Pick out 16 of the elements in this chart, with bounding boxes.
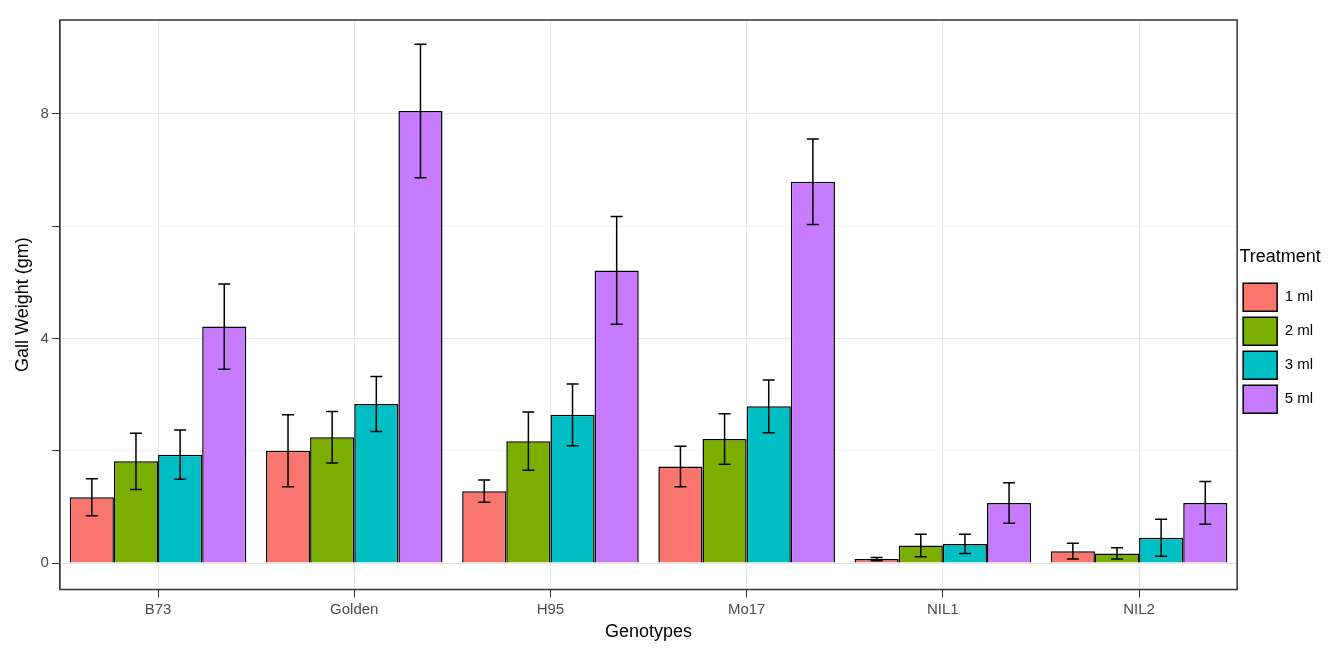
- y-tick-label: 8: [40, 103, 49, 121]
- legend-title: Treatment: [1239, 245, 1321, 266]
- y-axis-title: Gall Weight (gm): [11, 237, 32, 373]
- y-tick-label: 0: [40, 553, 49, 571]
- legend-label: 5 ml: [1284, 389, 1314, 407]
- legend-label: 3 ml: [1284, 355, 1314, 373]
- x-tick-label: H95: [536, 599, 565, 617]
- x-tick-label: B73: [144, 599, 172, 617]
- x-tick-label: Mo17: [727, 599, 766, 617]
- legend-label: 1 ml: [1284, 287, 1314, 305]
- x-tick-label: NIL1: [927, 599, 959, 617]
- x-tick-label: Golden: [330, 599, 379, 617]
- y-tick-label: 4: [40, 328, 49, 346]
- legend-label: 2 ml: [1284, 321, 1314, 339]
- x-tick-label: NIL2: [1123, 599, 1155, 617]
- x-axis-title: Genotypes: [605, 621, 693, 642]
